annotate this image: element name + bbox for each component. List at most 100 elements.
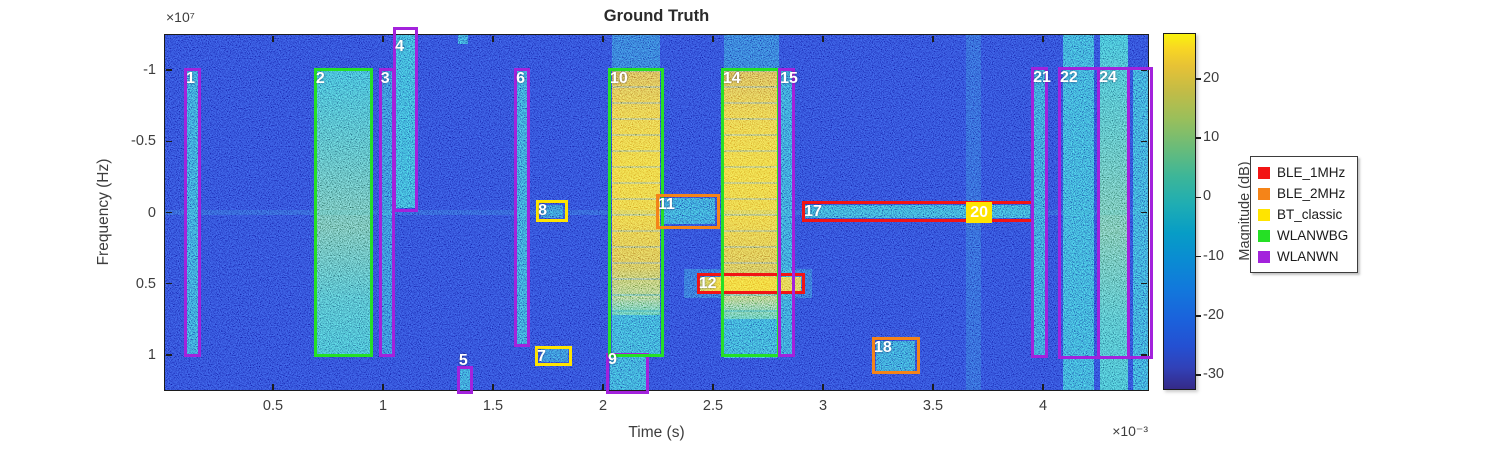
y-tick — [165, 354, 172, 356]
colorbar-tick-label: 0 — [1203, 188, 1212, 205]
x-tick — [1042, 35, 1044, 42]
y-tick — [165, 69, 172, 71]
x-tick — [272, 35, 274, 42]
x-tick — [492, 35, 494, 42]
colorbar-tick — [1195, 137, 1201, 139]
legend-swatch-icon — [1258, 250, 1270, 263]
annotation-label-5: 5 — [458, 351, 468, 369]
x-tick-label: 4 — [1038, 398, 1048, 414]
x-tick — [602, 383, 604, 390]
y-tick — [1141, 354, 1148, 356]
annotation-label-14: 14 — [722, 70, 741, 88]
legend-item-WLANWN: WLANWN — [1258, 246, 1348, 267]
colorbar-tick-label: -10 — [1203, 247, 1224, 264]
x-tick — [712, 383, 714, 390]
legend-swatch-icon — [1258, 166, 1270, 179]
x-tick — [932, 383, 934, 390]
x-tick-label: 3 — [818, 398, 828, 414]
legend: BLE_1MHz BLE_2MHz BT_classic WLANWBG WLANWN — [1250, 156, 1359, 273]
annotation-box-5 — [456, 365, 473, 394]
annotation-box-2 — [313, 68, 373, 357]
legend-swatch-icon — [1258, 208, 1270, 221]
annotation-label-24: 24 — [1099, 68, 1117, 86]
annotation-box-1 — [184, 68, 202, 357]
x-tick — [272, 383, 274, 390]
annotation-box-11 — [656, 194, 721, 229]
annotation-label-9: 9 — [608, 350, 617, 368]
x-tick — [602, 35, 604, 42]
annotation-label-8: 8 — [538, 201, 547, 219]
spectrogram-plot — [164, 34, 1149, 391]
colorbar-tick-label: -30 — [1203, 366, 1224, 382]
y-tick — [1141, 282, 1148, 285]
annotation-box-21 — [1031, 66, 1049, 359]
legend-item-BT_classic: BT_classic — [1258, 204, 1348, 225]
y-tick — [165, 211, 172, 214]
x-tick — [1042, 383, 1044, 390]
annotation-label-20: 20 — [966, 201, 992, 223]
legend-swatch-icon — [1258, 187, 1270, 200]
x-axis-exponent: ×10⁻³ — [1112, 423, 1148, 439]
x-tick — [932, 35, 934, 42]
colorbar-tick-label: 10 — [1203, 129, 1220, 146]
x-tick-label: 0.5 — [262, 398, 284, 414]
annotation-label-3: 3 — [380, 70, 390, 88]
legend-item-label: BLE_1MHz — [1277, 165, 1346, 180]
annotation-label-4: 4 — [395, 37, 404, 55]
x-tick — [382, 383, 384, 390]
colorbar-tick — [1195, 255, 1201, 258]
annotation-box-24 — [1097, 66, 1130, 360]
colorbar-tick — [1195, 374, 1201, 376]
annotation-box-15 — [778, 68, 796, 357]
legend-item-WLANWBG: WLANWBG — [1258, 225, 1348, 246]
y-tick-label: 0 — [147, 204, 156, 221]
x-tick — [712, 35, 714, 42]
legend-item-label: WLANWN — [1277, 249, 1339, 264]
legend-item-label: BT_classic — [1277, 207, 1343, 222]
annotation-label-10: 10 — [610, 70, 628, 88]
legend-item-label: WLANWBG — [1277, 228, 1349, 243]
annotation-box-4 — [393, 26, 418, 212]
x-tick — [822, 35, 824, 42]
annotation-box-10 — [608, 68, 664, 357]
annotation-box-8 — [536, 199, 568, 222]
annotation-label-15: 15 — [780, 70, 798, 88]
legend-item-label: BLE_2MHz — [1277, 186, 1346, 201]
legend-item-BLE_1MHz: BLE_1MHz — [1258, 162, 1348, 183]
annotation-label-11: 11 — [658, 196, 675, 214]
x-tick-label: 2.5 — [702, 398, 724, 414]
y-tick — [1141, 140, 1148, 143]
annotation-label-2: 2 — [315, 70, 325, 88]
y-tick-label: 1 — [147, 346, 156, 363]
x-tick-label: 2 — [598, 398, 608, 414]
annotation-label-7: 7 — [537, 347, 546, 365]
annotation-box-12 — [696, 273, 806, 295]
legend-item-BLE_2MHz: BLE_2MHz — [1258, 183, 1348, 204]
y-axis-exponent: ×10⁷ — [166, 9, 195, 25]
y-tick — [165, 282, 172, 285]
x-tick-label: 1.5 — [482, 398, 504, 414]
y-tick — [165, 140, 172, 143]
annotation-box-14 — [720, 68, 780, 357]
annotation-label-18: 18 — [874, 339, 892, 357]
annotation-label-6: 6 — [516, 70, 525, 88]
x-tick — [492, 383, 494, 390]
x-tick-label: 3.5 — [922, 398, 944, 414]
annotation-label-12: 12 — [698, 275, 717, 293]
legend-swatch-icon — [1258, 229, 1270, 242]
annotation-box-7 — [535, 345, 572, 367]
colorbar-tick — [1195, 78, 1201, 80]
x-tick-label: 1 — [378, 398, 388, 414]
colorbar-tick-label: 20 — [1203, 70, 1220, 86]
annotation-box-3 — [378, 68, 395, 357]
x-axis-label: Time (s) — [628, 424, 685, 441]
colorbar-tick — [1195, 196, 1201, 199]
x-tick — [382, 35, 384, 42]
annotation-box-17 — [802, 201, 1034, 223]
x-tick — [822, 383, 824, 390]
colorbar-tick-label: -20 — [1203, 306, 1224, 323]
plot-title: Ground Truth — [603, 7, 710, 25]
annotation-box-18 — [872, 337, 921, 374]
annotation-box-6 — [514, 68, 531, 347]
annotation-label-22: 22 — [1059, 68, 1078, 86]
